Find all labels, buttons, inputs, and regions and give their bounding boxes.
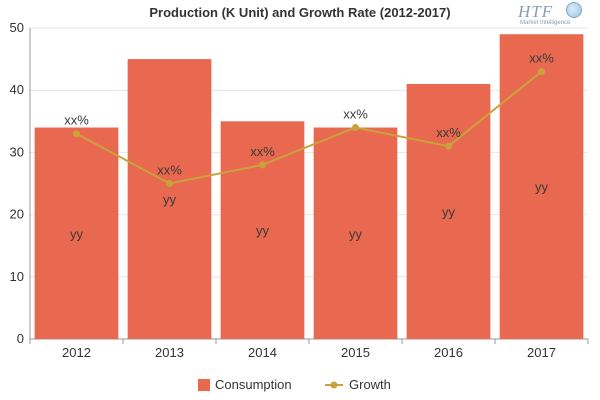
logo-mark: HTF xyxy=(518,2,554,21)
growth-data-label: xx% xyxy=(529,51,554,66)
growth-point-2015 xyxy=(352,124,359,132)
growth-line xyxy=(76,70,543,185)
legend-label-growth: Growth xyxy=(349,377,391,392)
bar-data-label: yy xyxy=(70,226,84,241)
legend-label-consumption: Consumption xyxy=(215,377,292,392)
bar-2015 xyxy=(313,127,398,340)
growth-data-label: xx% xyxy=(436,125,461,140)
bar-2016 xyxy=(406,83,491,339)
y-tick-label: 20 xyxy=(10,207,24,222)
growth-data-label: xx% xyxy=(343,107,368,122)
growth-point-2013 xyxy=(166,180,173,187)
bar-2017 xyxy=(499,34,584,339)
x-tick-label: 2016 xyxy=(434,345,463,360)
logo-subtitle: Market Intelligence xyxy=(520,20,571,26)
y-tick-label: 10 xyxy=(10,269,24,284)
x-tick-label: 2017 xyxy=(527,345,556,360)
x-tick-label: 2015 xyxy=(341,345,370,360)
bar-data-label: yy xyxy=(256,223,270,238)
y-tick-label: 50 xyxy=(10,20,24,35)
bar-data-label: yy xyxy=(163,192,177,207)
growth-point-2016 xyxy=(445,142,452,150)
y-tick-label: 0 xyxy=(17,331,24,346)
y-tick-label: 30 xyxy=(10,144,24,159)
bar-data-label: yy xyxy=(442,204,456,219)
bar-2012 xyxy=(34,127,119,340)
bar-data-label: yy xyxy=(349,226,363,241)
x-tick-label: 2012 xyxy=(62,345,91,360)
growth-point-2017 xyxy=(538,68,545,76)
bar-data-label: yy xyxy=(535,180,549,195)
growth-point-2012 xyxy=(73,130,80,138)
bar-2013 xyxy=(127,59,212,339)
growth-data-label: xx% xyxy=(250,144,275,159)
growth-data-label: xx% xyxy=(64,113,89,128)
growth-data-label: xx% xyxy=(157,163,182,178)
y-tick-label: 40 xyxy=(10,82,24,97)
legend-swatch-consumption xyxy=(198,379,210,391)
x-tick-label: 2013 xyxy=(155,345,184,360)
bar-2014 xyxy=(220,121,305,339)
growth-point-2014 xyxy=(259,161,266,169)
globe-icon xyxy=(566,2,582,18)
legend-marker-growth xyxy=(330,381,338,389)
chart-title: Production (K Unit) and Growth Rate (201… xyxy=(149,5,451,20)
brand-logo: HTF Market Intelligence xyxy=(518,2,588,28)
x-tick-label: 2014 xyxy=(248,345,277,360)
